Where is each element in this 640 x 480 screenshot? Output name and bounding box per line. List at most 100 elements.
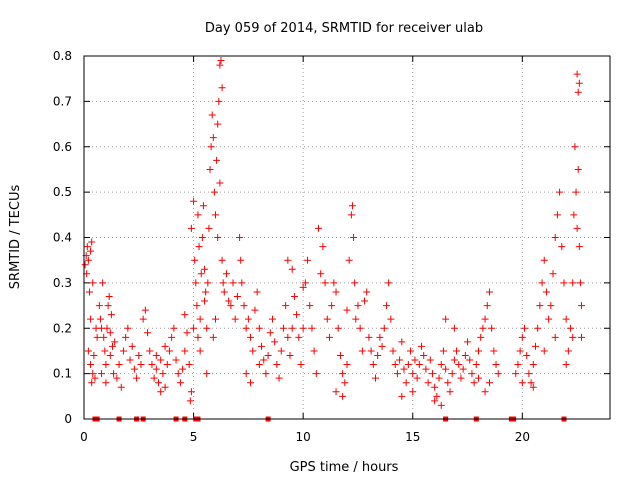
data-point — [196, 347, 204, 355]
axis-ticks: 0 0.1 0.2 0.3 0.4 0.5 0.6 0.7 0.8 0 5 10 15 20 — [53, 49, 610, 444]
data-point — [411, 356, 419, 364]
data-point — [105, 292, 113, 300]
data-point — [176, 379, 184, 387]
x-tick-label: 5 — [190, 430, 198, 444]
data-point — [203, 324, 211, 332]
x-axis-label: GPS time / hours — [290, 460, 399, 475]
data-point — [288, 265, 296, 273]
data-point — [201, 297, 209, 305]
data-point — [534, 324, 542, 332]
data-point — [277, 347, 285, 355]
data-point — [99, 279, 107, 287]
data-point — [378, 342, 386, 350]
data-point — [380, 324, 388, 332]
data-point — [217, 57, 225, 65]
y-tick-label: 0.7 — [53, 94, 72, 108]
data-point — [437, 401, 445, 409]
data-point — [488, 324, 496, 332]
data-point — [301, 279, 309, 287]
data-point — [197, 270, 205, 278]
data-point — [457, 374, 465, 382]
data-point — [319, 243, 327, 251]
data-point — [104, 302, 112, 310]
data-point — [367, 347, 375, 355]
x-tick-label: 0 — [80, 430, 88, 444]
data-point — [87, 247, 95, 255]
data-point — [448, 370, 456, 378]
data-point — [431, 383, 439, 391]
data-point — [571, 143, 579, 151]
data-point — [290, 292, 298, 300]
y-axis-label: SRMTID / TECUs — [8, 185, 23, 290]
data-point — [538, 279, 546, 287]
data-point — [193, 302, 201, 310]
x-tick-label: 10 — [296, 430, 311, 444]
data-point — [376, 333, 384, 341]
data-point — [141, 306, 149, 314]
data-point — [387, 315, 395, 323]
data-point — [369, 361, 377, 369]
data-point — [133, 374, 141, 382]
data-point — [569, 279, 577, 287]
data-point — [358, 347, 366, 355]
data-point — [222, 270, 230, 278]
grid-lines — [84, 56, 610, 419]
data-point — [332, 388, 340, 396]
data-point — [212, 315, 219, 323]
data-point — [466, 356, 474, 364]
data-point — [268, 315, 276, 323]
data-point — [98, 370, 106, 378]
data-point — [564, 347, 572, 355]
data-point — [439, 347, 447, 355]
data-point — [549, 270, 557, 278]
data-point — [202, 288, 210, 296]
data-point — [233, 292, 241, 300]
data-point — [299, 283, 307, 291]
data-point — [237, 256, 245, 264]
data-point — [244, 315, 252, 323]
data-point — [191, 256, 199, 264]
data-point — [516, 347, 524, 355]
data-point — [567, 324, 575, 332]
data-points — [81, 57, 586, 422]
data-point — [562, 361, 570, 369]
data-point — [442, 315, 450, 323]
data-point — [216, 179, 224, 187]
data-point — [572, 188, 580, 196]
data-point — [310, 347, 318, 355]
data-point — [205, 224, 213, 232]
data-point — [284, 256, 292, 264]
data-point — [409, 370, 417, 378]
data-point — [101, 347, 109, 355]
data-point — [304, 256, 312, 264]
data-point — [89, 279, 97, 287]
data-point — [483, 302, 491, 310]
data-point — [352, 315, 360, 323]
data-point — [275, 374, 283, 382]
data-point — [161, 383, 169, 391]
data-point — [96, 315, 104, 323]
data-point — [413, 374, 421, 382]
data-point — [204, 279, 212, 287]
data-point — [194, 333, 202, 341]
data-point — [477, 333, 485, 341]
data-point — [518, 333, 526, 341]
data-point — [295, 333, 303, 341]
data-point — [407, 347, 415, 355]
data-point — [389, 347, 397, 355]
data-point — [87, 361, 95, 369]
data-point — [365, 333, 373, 341]
data-point — [247, 333, 255, 341]
data-point — [124, 324, 132, 332]
data-point — [558, 243, 566, 251]
data-point — [341, 379, 349, 387]
data-point — [148, 361, 156, 369]
data-point — [332, 288, 340, 296]
data-point — [494, 370, 502, 378]
data-point — [485, 379, 493, 387]
data-point — [490, 347, 498, 355]
data-point — [437, 361, 445, 369]
y-tick-label: 0.3 — [53, 276, 72, 290]
data-point — [551, 234, 559, 241]
data-point — [293, 311, 301, 319]
